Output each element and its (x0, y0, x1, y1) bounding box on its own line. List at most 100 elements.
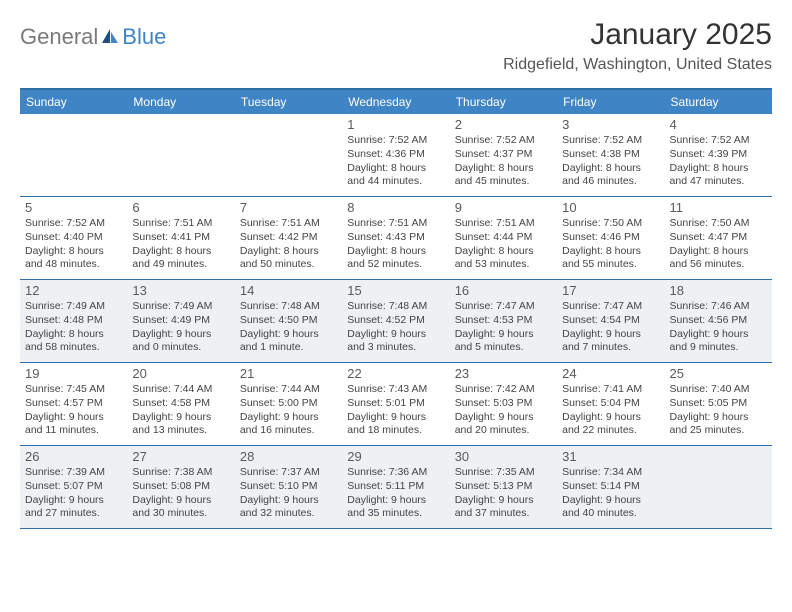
sunrise-line: Sunrise: 7:44 AM (132, 383, 229, 396)
sunrise-line: Sunrise: 7:48 AM (347, 300, 444, 313)
daylight-line: Daylight: 8 hours and 47 minutes. (670, 162, 767, 188)
day-cell-empty (20, 114, 127, 196)
day-cell: 22Sunrise: 7:43 AMSunset: 5:01 PMDayligh… (342, 363, 449, 445)
sunset-line: Sunset: 4:57 PM (25, 397, 122, 410)
day-cell: 9Sunrise: 7:51 AMSunset: 4:44 PMDaylight… (450, 197, 557, 279)
daylight-line: Daylight: 8 hours and 44 minutes. (347, 162, 444, 188)
brand-logo: General Blue (20, 18, 166, 50)
sunset-line: Sunset: 5:05 PM (670, 397, 767, 410)
daylight-line: Daylight: 8 hours and 50 minutes. (240, 245, 337, 271)
day-cell: 8Sunrise: 7:51 AMSunset: 4:43 PMDaylight… (342, 197, 449, 279)
sunset-line: Sunset: 4:40 PM (25, 231, 122, 244)
sunset-line: Sunset: 4:43 PM (347, 231, 444, 244)
sunrise-line: Sunrise: 7:51 AM (132, 217, 229, 230)
day-number: 28 (240, 449, 337, 464)
sunrise-line: Sunrise: 7:52 AM (347, 134, 444, 147)
sunrise-line: Sunrise: 7:37 AM (240, 466, 337, 479)
day-cell: 12Sunrise: 7:49 AMSunset: 4:48 PMDayligh… (20, 280, 127, 362)
day-cell: 16Sunrise: 7:47 AMSunset: 4:53 PMDayligh… (450, 280, 557, 362)
day-number: 13 (132, 283, 229, 298)
day-cell: 30Sunrise: 7:35 AMSunset: 5:13 PMDayligh… (450, 446, 557, 528)
day-number: 12 (25, 283, 122, 298)
sunrise-line: Sunrise: 7:40 AM (670, 383, 767, 396)
sunrise-line: Sunrise: 7:51 AM (240, 217, 337, 230)
daylight-line: Daylight: 8 hours and 55 minutes. (562, 245, 659, 271)
sunset-line: Sunset: 4:52 PM (347, 314, 444, 327)
day-cell-empty (235, 114, 342, 196)
day-number: 27 (132, 449, 229, 464)
day-number: 17 (562, 283, 659, 298)
day-cell: 10Sunrise: 7:50 AMSunset: 4:46 PMDayligh… (557, 197, 664, 279)
sunrise-line: Sunrise: 7:45 AM (25, 383, 122, 396)
daylight-line: Daylight: 9 hours and 22 minutes. (562, 411, 659, 437)
day-cell: 23Sunrise: 7:42 AMSunset: 5:03 PMDayligh… (450, 363, 557, 445)
sunrise-line: Sunrise: 7:50 AM (562, 217, 659, 230)
brand-text-2: Blue (122, 24, 166, 50)
day-number: 1 (347, 117, 444, 132)
weekday-header-row: SundayMondayTuesdayWednesdayThursdayFrid… (20, 90, 772, 114)
daylight-line: Daylight: 8 hours and 56 minutes. (670, 245, 767, 271)
day-cell: 29Sunrise: 7:36 AMSunset: 5:11 PMDayligh… (342, 446, 449, 528)
day-number: 8 (347, 200, 444, 215)
day-cell: 15Sunrise: 7:48 AMSunset: 4:52 PMDayligh… (342, 280, 449, 362)
daylight-line: Daylight: 9 hours and 30 minutes. (132, 494, 229, 520)
day-number: 16 (455, 283, 552, 298)
day-number: 9 (455, 200, 552, 215)
sunset-line: Sunset: 4:53 PM (455, 314, 552, 327)
day-number: 6 (132, 200, 229, 215)
day-number: 2 (455, 117, 552, 132)
daylight-line: Daylight: 9 hours and 18 minutes. (347, 411, 444, 437)
daylight-line: Daylight: 9 hours and 32 minutes. (240, 494, 337, 520)
sunrise-line: Sunrise: 7:44 AM (240, 383, 337, 396)
sunset-line: Sunset: 4:47 PM (670, 231, 767, 244)
day-cell: 7Sunrise: 7:51 AMSunset: 4:42 PMDaylight… (235, 197, 342, 279)
day-cell: 28 Sunrise: 7:37 AMSunset: 5:10 PMDayligh… (235, 446, 342, 528)
day-cell: 19Sunrise: 7:45 AMSunset: 4:57 PMDayligh… (20, 363, 127, 445)
day-number: 15 (347, 283, 444, 298)
sunset-line: Sunset: 4:38 PM (562, 148, 659, 161)
sunset-line: Sunset: 4:54 PM (562, 314, 659, 327)
day-number: 23 (455, 366, 552, 381)
daylight-line: Daylight: 9 hours and 5 minutes. (455, 328, 552, 354)
sunrise-line: Sunrise: 7:47 AM (562, 300, 659, 313)
location-subtitle: Ridgefield, Washington, United States (503, 56, 772, 74)
sunset-line: Sunset: 5:11 PM (347, 480, 444, 493)
day-number: 25 (670, 366, 767, 381)
daylight-line: Daylight: 8 hours and 58 minutes. (25, 328, 122, 354)
sunrise-line: Sunrise: 7:49 AM (132, 300, 229, 313)
sunrise-line: Sunrise: 7:34 AM (562, 466, 659, 479)
sunset-line: Sunset: 5:13 PM (455, 480, 552, 493)
sunset-line: Sunset: 4:56 PM (670, 314, 767, 327)
daylight-line: Daylight: 9 hours and 27 minutes. (25, 494, 122, 520)
weekday-header-cell: Wednesday (342, 90, 449, 114)
week-row: 5 Sunrise: 7:52 AMSunset: 4:40 PM Daylight… (20, 197, 772, 280)
day-number: 5 (25, 200, 122, 215)
day-number: 4 (670, 117, 767, 132)
sunset-line: Sunset: 4:42 PM (240, 231, 337, 244)
sunset-line: Sunset: 5:01 PM (347, 397, 444, 410)
sunrise-line: Sunrise: 7:39 AM (25, 466, 122, 479)
sunrise-line: Sunrise: 7:51 AM (455, 217, 552, 230)
weekday-header-cell: Friday (557, 90, 664, 114)
day-number: 26 (25, 449, 122, 464)
sunset-line: Sunset: 4:36 PM (347, 148, 444, 161)
day-number: 21 (240, 366, 337, 381)
day-number: 30 (455, 449, 552, 464)
day-number: 14 (240, 283, 337, 298)
day-cell: 5Sunrise: 7:52 AMSunset: 4:40 PMDaylight… (20, 197, 127, 279)
sunset-line: Sunset: 5:04 PM (562, 397, 659, 410)
day-cell: 11Sunrise: 7:50 AMSunset: 4:47 PMDayligh… (665, 197, 772, 279)
daylight-line: Daylight: 8 hours and 52 minutes. (347, 245, 444, 271)
sunrise-line: Sunrise: 7:49 AM (25, 300, 122, 313)
sunrise-line: Sunrise: 7:50 AM (670, 217, 767, 230)
sunset-line: Sunset: 5:00 PM (240, 397, 337, 410)
sunrise-line: Sunrise: 7:52 AM (25, 217, 122, 230)
sunset-line: Sunset: 5:10 PM (240, 480, 337, 493)
daylight-line: Daylight: 9 hours and 1 minute. (240, 328, 337, 354)
week-row: 19Sunrise: 7:45 AMSunset: 4:57 PMDayligh… (20, 363, 772, 446)
weekday-header-cell: Saturday (665, 90, 772, 114)
sunrise-line: Sunrise: 7:43 AM (347, 383, 444, 396)
daylight-line: Daylight: 8 hours and 53 minutes. (455, 245, 552, 271)
week-row: 1Sunrise: 7:52 AMSunset: 4:36 PMDaylight… (20, 114, 772, 197)
daylight-line: Daylight: 9 hours and 37 minutes. (455, 494, 552, 520)
